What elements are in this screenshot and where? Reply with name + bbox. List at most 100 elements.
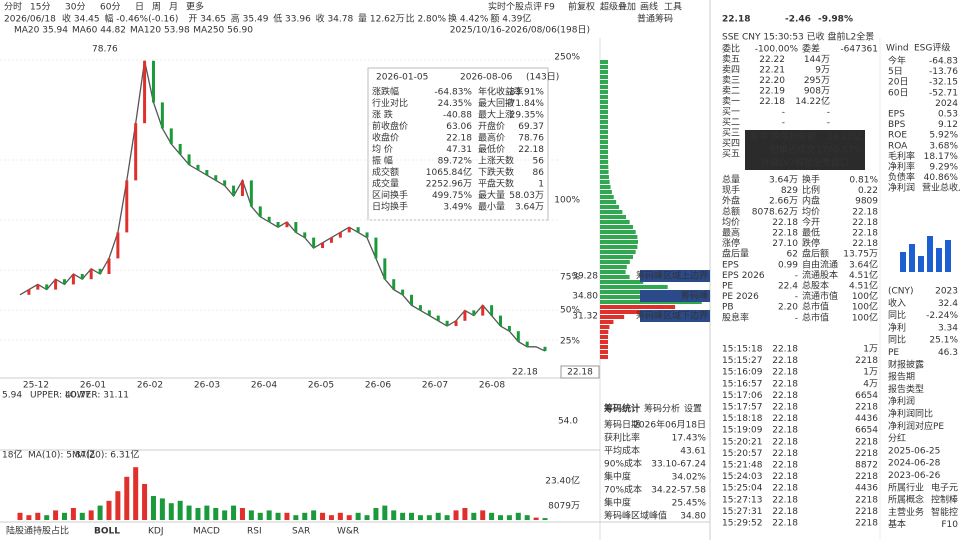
stat-value: 0.81% bbox=[849, 176, 878, 186]
volume-bar bbox=[53, 510, 59, 520]
chip-bar bbox=[600, 140, 609, 144]
indicator-tab[interactable]: W&R bbox=[337, 527, 359, 537]
chip-stat-value: 43.61 bbox=[680, 447, 706, 457]
book-cell: 买二 bbox=[722, 117, 740, 128]
volume-bar bbox=[17, 512, 23, 520]
volume-bar bbox=[133, 467, 139, 520]
tool-button[interactable]: 前复权 bbox=[568, 1, 595, 13]
pct-axis-label: 25% bbox=[560, 337, 580, 347]
tool-button[interactable]: 工具 bbox=[664, 2, 682, 13]
book-cell: - bbox=[827, 108, 830, 118]
period-tab[interactable]: 周 bbox=[152, 2, 161, 13]
trade-volume: 4436 bbox=[855, 484, 878, 494]
book-cell: 22.18 bbox=[759, 97, 785, 107]
chip-stat-value: 2026年06月18日 bbox=[633, 419, 706, 431]
period-tab[interactable]: 30分 bbox=[65, 2, 85, 13]
date-label: 25-12 bbox=[23, 381, 49, 391]
book-cell: -647361 bbox=[840, 45, 878, 55]
period-tab[interactable]: 分时 bbox=[4, 1, 22, 13]
side-chart-bar bbox=[927, 236, 933, 272]
side-label: 净利润 bbox=[888, 182, 915, 194]
chip-zone: 筹码峰区域下边界 bbox=[636, 310, 708, 322]
stat-label: 跌停 bbox=[802, 237, 820, 249]
change-pct: -9.98% bbox=[818, 15, 853, 25]
volume-bar bbox=[124, 476, 130, 520]
volume-bar bbox=[346, 515, 352, 520]
stat-value: 100亿 bbox=[852, 301, 878, 313]
quote-info: SSE CNY 15:30:53 已收 盘前L2全景 bbox=[722, 31, 874, 43]
quote-field: 量 12.62万 bbox=[358, 14, 405, 25]
chip-bar bbox=[600, 115, 609, 119]
volume-bar bbox=[35, 512, 41, 520]
side-label: EPS bbox=[888, 110, 905, 120]
side-label: 所属概念 bbox=[888, 494, 924, 506]
trade-price: 22.18 bbox=[772, 519, 798, 529]
side-label: 同比 bbox=[888, 309, 906, 321]
side-label: (CNY) bbox=[888, 287, 914, 297]
indicator-tab[interactable]: MACD bbox=[193, 527, 220, 537]
popup-label: 最小量 bbox=[478, 202, 505, 213]
popup-value: 24.35% bbox=[438, 99, 473, 109]
volume-bar bbox=[275, 512, 281, 520]
period-tab[interactable]: 日 bbox=[135, 2, 144, 13]
stat-value: 4.51亿 bbox=[849, 269, 878, 281]
tool-button[interactable]: 实时个股点评 bbox=[488, 1, 542, 13]
chip-bar bbox=[600, 235, 638, 239]
book-cell: 22.20 bbox=[759, 76, 785, 86]
trade-price: 22.18 bbox=[772, 449, 798, 459]
book-cell: 卖一 bbox=[722, 96, 740, 107]
chip-bar bbox=[600, 155, 609, 159]
trade-time: 15:16:09 bbox=[722, 368, 763, 378]
period-tab[interactable]: 15分 bbox=[30, 2, 50, 13]
tool-button[interactable]: 超级叠加 bbox=[600, 1, 636, 13]
period-tab[interactable]: 60分 bbox=[100, 2, 120, 13]
book-cell: 22.21 bbox=[759, 66, 785, 76]
stat-label: 今开 bbox=[802, 216, 820, 228]
side-head: ESG评级 bbox=[914, 42, 950, 54]
quote-field: 高 35.49 bbox=[231, 13, 269, 25]
popup-label: 上涨天数 bbox=[478, 155, 514, 167]
popup-label: 年化收益率 bbox=[478, 86, 523, 98]
indicator-tab[interactable]: KDJ bbox=[148, 527, 164, 537]
chip-stat-label: 集中度 bbox=[604, 497, 631, 509]
book-cell: 908万 bbox=[804, 87, 830, 97]
chip-bar bbox=[600, 75, 608, 79]
stat-label: 盘后量 bbox=[722, 248, 749, 260]
side-label: 净利润同比 bbox=[888, 408, 933, 420]
tool-button[interactable]: F9 bbox=[544, 3, 555, 13]
side-label: 主营业务 bbox=[888, 506, 924, 518]
volume-bar bbox=[533, 517, 539, 520]
indicator-tab[interactable]: RSI bbox=[247, 527, 262, 537]
popup-value: 22.18 bbox=[446, 134, 472, 144]
upgrade-link[interactable]: 升级LV2解锁全景盘口 bbox=[761, 157, 849, 169]
chip-price: 34.80 bbox=[572, 292, 598, 302]
trade-price: 22.18 bbox=[772, 495, 798, 505]
side-label: 60日 bbox=[888, 87, 908, 98]
stat-label: 最高 bbox=[722, 227, 740, 239]
stat-value: 22.18 bbox=[852, 229, 878, 239]
indicator-tab[interactable]: SAR bbox=[292, 527, 310, 537]
chip-bar bbox=[600, 310, 646, 314]
chip-bar bbox=[600, 275, 630, 279]
popup-value: 78.76 bbox=[518, 134, 544, 144]
chip-tab[interactable]: 筹码统计 bbox=[604, 403, 640, 415]
chip-tab[interactable]: 筹码分析 bbox=[644, 403, 680, 415]
stat-label: 内盘 bbox=[802, 195, 820, 207]
chip-bar bbox=[600, 135, 609, 139]
period-tab[interactable]: 更多 bbox=[186, 1, 204, 13]
stat-label: 总市值 bbox=[802, 301, 829, 313]
indicator-tab[interactable]: 陆股通持股占比 bbox=[6, 525, 69, 537]
stat-value: 22.18 bbox=[772, 218, 798, 228]
side-value: 电子元 bbox=[931, 481, 958, 493]
chip-bar bbox=[600, 215, 627, 219]
indicator-tab[interactable]: BOLL bbox=[94, 527, 120, 537]
side-label: 净利润 bbox=[888, 395, 915, 407]
side-value: 18.17% bbox=[924, 152, 959, 162]
period-tab[interactable]: 月 bbox=[169, 2, 178, 13]
trade-price: 22.18 bbox=[772, 345, 798, 355]
side-label: 2024-06-28 bbox=[888, 459, 941, 469]
tool-button[interactable]: 画线 bbox=[640, 1, 658, 13]
trade-price: 22.18 bbox=[772, 472, 798, 482]
chip-tab[interactable]: 设置 bbox=[684, 404, 702, 415]
vol-ma20: MA(20): 6.31亿 bbox=[72, 449, 139, 461]
